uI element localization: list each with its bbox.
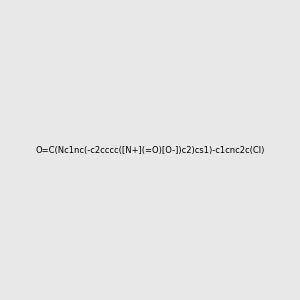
Text: O=C(Nc1nc(-c2cccc([N+](=O)[O-])c2)cs1)-c1cnc2c(Cl): O=C(Nc1nc(-c2cccc([N+](=O)[O-])c2)cs1)-c… xyxy=(35,146,265,154)
